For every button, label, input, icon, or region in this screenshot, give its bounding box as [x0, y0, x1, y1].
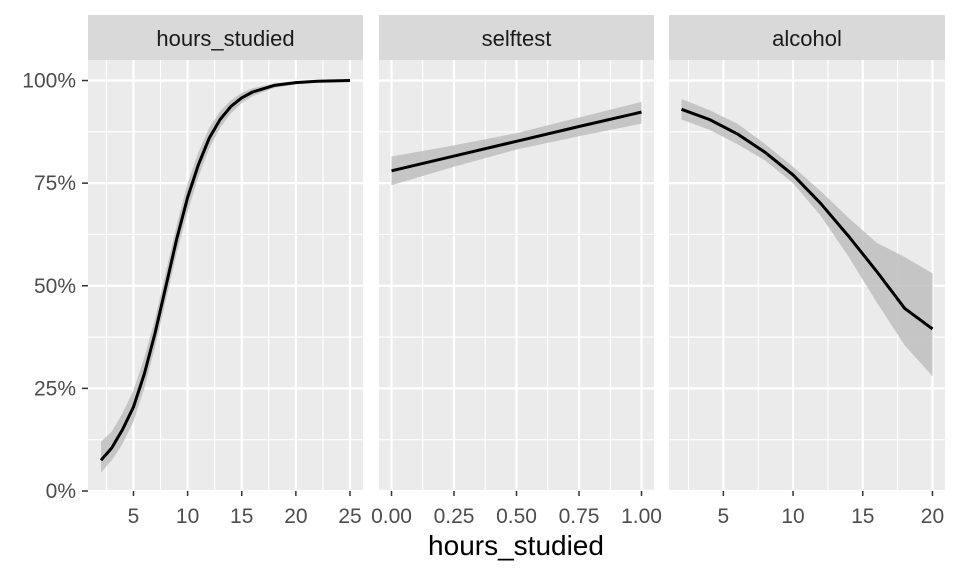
x-tick-label: 0.50 — [496, 505, 537, 528]
confidence-band — [391, 101, 642, 186]
x-axis-title: hours_studied — [428, 530, 604, 561]
strip-label: selftest — [482, 26, 552, 51]
x-tick-label: 5 — [718, 505, 730, 528]
x-tick-label: 15 — [851, 505, 874, 528]
y-tick-label: 0% — [46, 480, 76, 503]
y-tick-label: 75% — [34, 172, 76, 195]
fitted-line — [680, 107, 934, 331]
facet-panel-hours-studied: hours_studied 5 10 15 20 25 — [88, 15, 363, 528]
strip-background — [379, 15, 654, 60]
y-tick-label: 100% — [22, 70, 76, 93]
x-tick-label: 25 — [338, 505, 361, 528]
x-tick-label: 0.00 — [371, 505, 412, 528]
x-tick-label: 15 — [230, 505, 253, 528]
x-tick-label: 10 — [781, 505, 804, 528]
strip-background — [88, 15, 363, 60]
strip-label: alcohol — [772, 26, 842, 51]
strip-background — [669, 15, 945, 60]
x-tick-label: 5 — [128, 505, 140, 528]
y-tick-label: 50% — [34, 275, 76, 298]
x-tick-label: 20 — [284, 505, 307, 528]
y-axis: 0% 25% 50% 75% 100% — [22, 70, 88, 503]
x-tick-label: 0.75 — [559, 505, 600, 528]
x-tick-label: 0.25 — [434, 505, 475, 528]
facet-panel-alcohol: alcohol 5 10 15 20 — [669, 15, 945, 528]
confidence-band — [681, 99, 933, 377]
strip-label: hours_studied — [156, 26, 294, 51]
x-tick-label: 20 — [921, 505, 944, 528]
fitted-line — [99, 79, 351, 462]
fitted-line — [391, 110, 642, 173]
x-tick-label: 10 — [176, 505, 199, 528]
confidence-band — [101, 80, 350, 473]
facet-panel-selftest: selftest 0.00 0.25 0.50 0.75 1.00 — [371, 15, 662, 528]
y-tick-label: 25% — [34, 377, 76, 400]
x-tick-label: 1.00 — [621, 505, 662, 528]
facet-panels: hours_studied 5 10 15 20 25 selftest 0.00 0.25 0.… — [88, 15, 945, 528]
